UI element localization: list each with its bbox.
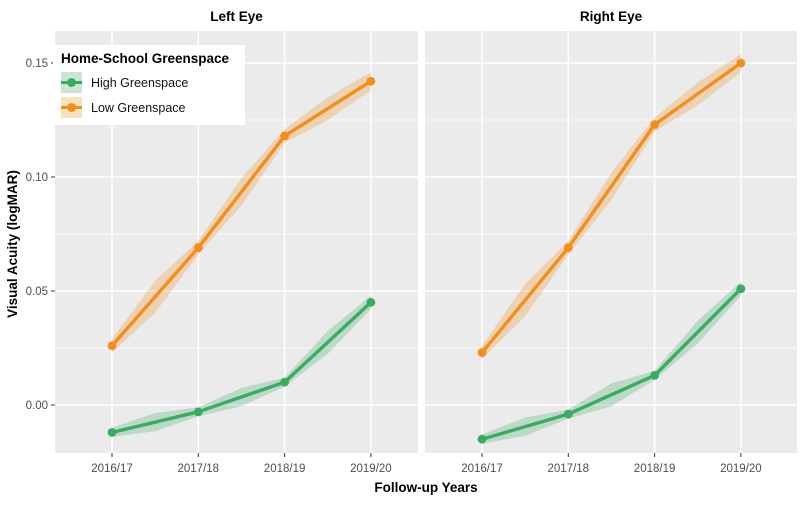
confidence-ribbon [112,72,371,353]
series-line [480,287,743,441]
y-axis-title: Visual Acuity (logMAR) [5,170,20,318]
legend-item-label: High Greenspace [91,75,189,90]
data-point [280,377,289,387]
facet-title-right-eye: Right Eye [579,9,643,24]
panel-background [425,31,797,453]
legend-key-dot [67,78,76,87]
x-tick-label: 2016/17 [461,463,503,475]
data-point [107,341,117,351]
x-tick-label: 2018/19 [264,463,306,475]
legend-item: Low Greenspace [61,97,235,118]
x-tick-label: 2016/17 [91,463,133,475]
data-point [280,131,289,141]
legend-items: High Greenspace Low Greenspace [61,72,235,118]
data-point [366,298,376,307]
y-tick-label: 0.00 [26,400,48,412]
confidence-ribbon [482,53,741,360]
data-point [563,409,573,419]
data-point [107,427,117,437]
legend-item: High Greenspace [61,72,235,93]
data-point [366,76,376,86]
data-point [736,284,746,294]
data-point [193,407,203,417]
data-point [563,243,573,253]
x-tick-label: 2017/18 [548,463,590,475]
series-line [110,300,373,435]
legend-item-label: Low Greenspace [91,100,186,115]
legend-box: Home-School Greenspace High Greenspace Lo… [53,45,245,125]
data-point [650,120,659,129]
data-point [650,370,659,380]
y-tick-label: 0.15 [26,58,48,70]
data-point [193,243,203,253]
facet-title-left-eye: Left Eye [210,9,263,24]
series-line [110,79,373,348]
data-point [736,58,746,68]
legend-key-swatch [61,97,82,118]
legend-title: Home-School Greenspace [61,51,230,66]
y-tick-label: 0.05 [26,286,48,298]
y-tick-label: 0.10 [26,172,48,184]
x-tick-label: 2019/20 [350,463,392,475]
legend-key-dot [67,103,76,112]
x-tick-label: 2018/19 [634,463,676,475]
x-tick-label: 2019/20 [720,463,762,475]
data-point [477,434,487,444]
x-tick-label: 2017/18 [178,463,220,475]
legend-key-swatch [61,72,82,93]
confidence-ribbon [112,295,371,437]
data-point [477,348,487,357]
series-line [480,61,743,355]
x-axis-title: Follow-up Years [374,480,478,495]
confidence-ribbon [482,281,741,444]
